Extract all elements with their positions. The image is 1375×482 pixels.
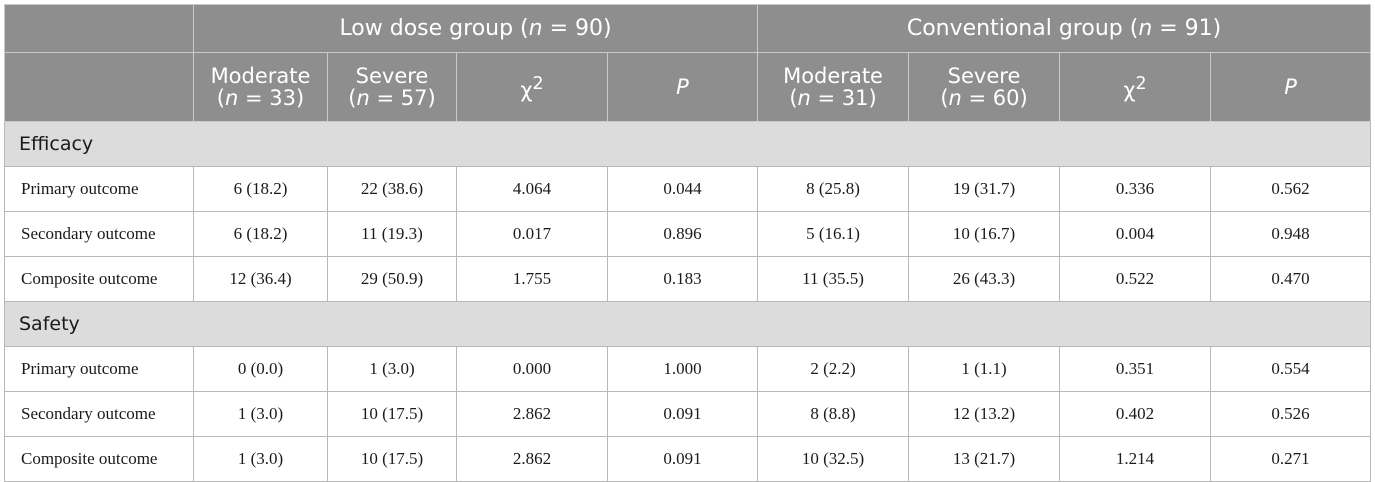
table-cell: 0.526 bbox=[1210, 391, 1372, 437]
corner-cell bbox=[4, 4, 194, 53]
table-cell: 0.091 bbox=[606, 391, 759, 437]
table-cell: 8 (25.8) bbox=[757, 166, 910, 212]
table-cell: 0.896 bbox=[606, 211, 759, 257]
table-cell: 6 (18.2) bbox=[193, 211, 328, 257]
section-row: Safety bbox=[3, 301, 1372, 347]
table-cell: 1.755 bbox=[456, 256, 608, 302]
table-cell: 1.000 bbox=[606, 346, 759, 392]
table-cell: 11 (35.5) bbox=[757, 256, 910, 302]
table-cell: 10 (32.5) bbox=[757, 436, 910, 482]
table-cell: 2.862 bbox=[456, 391, 608, 437]
table-cell: 4.064 bbox=[456, 166, 608, 212]
table-cell: 1 (3.0) bbox=[327, 346, 457, 392]
table-cell: 12 (13.2) bbox=[908, 391, 1061, 437]
table-row: Composite outcome 1 (3.0) 10 (17.5) 2.862 0.… bbox=[4, 436, 1372, 482]
row-label: Secondary outcome bbox=[4, 211, 194, 257]
table-cell: 0.522 bbox=[1059, 256, 1212, 302]
table-cell: 0.183 bbox=[606, 256, 759, 302]
table-cell: 29 (50.9) bbox=[327, 256, 457, 302]
section-title: Efficacy bbox=[3, 121, 1372, 167]
table-row: Primary outcome 6 (18.2) 22 (38.6) 4.064 0.0… bbox=[4, 166, 1372, 212]
table-cell: 0.091 bbox=[606, 436, 759, 482]
section-row: Efficacy bbox=[3, 121, 1372, 167]
row-label: Composite outcome bbox=[4, 256, 194, 302]
table-cell: 10 (17.5) bbox=[327, 436, 457, 482]
table-cell: 0.351 bbox=[1059, 346, 1212, 392]
table-row: Primary outcome 0 (0.0) 1 (3.0) 0.000 1.000 2… bbox=[4, 346, 1372, 392]
table-cell: 0.336 bbox=[1059, 166, 1212, 212]
table-cell: 0.948 bbox=[1210, 211, 1372, 257]
section-title: Safety bbox=[3, 301, 1372, 347]
table-cell: 1 (3.0) bbox=[193, 436, 328, 482]
row-label: Secondary outcome bbox=[4, 391, 194, 437]
table-body: Efficacy Primary outcome 6 (18.2) 22 (38.6)… bbox=[3, 121, 1372, 482]
col-header-severe: Severe (n = 60) bbox=[908, 52, 1061, 122]
col-header-moderate: Moderate (n = 31) bbox=[757, 52, 910, 122]
table-cell: 19 (31.7) bbox=[908, 166, 1061, 212]
col-header-moderate: Moderate (n = 33) bbox=[193, 52, 328, 122]
row-label: Primary outcome bbox=[4, 346, 194, 392]
table-cell: 26 (43.3) bbox=[908, 256, 1061, 302]
corner-cell bbox=[4, 52, 194, 122]
col-header-p-value: P bbox=[1210, 52, 1372, 122]
col-header-chi-square: χ2 bbox=[456, 52, 608, 122]
table-cell: 0.004 bbox=[1059, 211, 1212, 257]
table-cell: 11 (19.3) bbox=[327, 211, 457, 257]
col-header-p-value: P bbox=[606, 52, 759, 122]
col-header-chi-square: χ2 bbox=[1059, 52, 1212, 122]
table-cell: 0.562 bbox=[1210, 166, 1372, 212]
subcolumn-header-row: Moderate (n = 33) Severe (n = 57) χ2 P Mod… bbox=[4, 52, 1372, 122]
table-cell: 0.044 bbox=[606, 166, 759, 212]
table-cell: 12 (36.4) bbox=[193, 256, 328, 302]
table-cell: 1 (1.1) bbox=[908, 346, 1061, 392]
group-header-row: Low dose group (n = 90) Conventional gro… bbox=[4, 4, 1372, 53]
row-label: Composite outcome bbox=[4, 436, 194, 482]
results-table: Low dose group (n = 90) Conventional gro… bbox=[3, 4, 1372, 482]
table-row: Secondary outcome 6 (18.2) 11 (19.3) 0.017 0… bbox=[4, 211, 1372, 257]
row-label: Primary outcome bbox=[4, 166, 194, 212]
table-cell: 0.470 bbox=[1210, 256, 1372, 302]
table-cell: 13 (21.7) bbox=[908, 436, 1061, 482]
table-cell: 1.214 bbox=[1059, 436, 1212, 482]
table-cell: 10 (16.7) bbox=[908, 211, 1061, 257]
table-cell: 0 (0.0) bbox=[193, 346, 328, 392]
group-header-conventional: Conventional group (n = 91) bbox=[757, 4, 1372, 53]
table-cell: 10 (17.5) bbox=[327, 391, 457, 437]
table-cell: 6 (18.2) bbox=[193, 166, 328, 212]
table-cell: 2 (2.2) bbox=[757, 346, 910, 392]
col-header-severe: Severe (n = 57) bbox=[327, 52, 457, 122]
table-cell: 0.000 bbox=[456, 346, 608, 392]
group-header-low-dose: Low dose group (n = 90) bbox=[192, 4, 759, 53]
table-cell: 1 (3.0) bbox=[193, 391, 328, 437]
table-cell: 0.017 bbox=[456, 211, 608, 257]
table-cell: 5 (16.1) bbox=[757, 211, 910, 257]
table-cell: 0.554 bbox=[1210, 346, 1372, 392]
table-cell: 8 (8.8) bbox=[757, 391, 910, 437]
table-row: Composite outcome 12 (36.4) 29 (50.9) 1.755… bbox=[4, 256, 1372, 302]
table-row: Secondary outcome 1 (3.0) 10 (17.5) 2.862 0.… bbox=[4, 391, 1372, 437]
table-cell: 22 (38.6) bbox=[327, 166, 457, 212]
table-cell: 0.402 bbox=[1059, 391, 1212, 437]
table-cell: 0.271 bbox=[1210, 436, 1372, 482]
table-cell: 2.862 bbox=[456, 436, 608, 482]
